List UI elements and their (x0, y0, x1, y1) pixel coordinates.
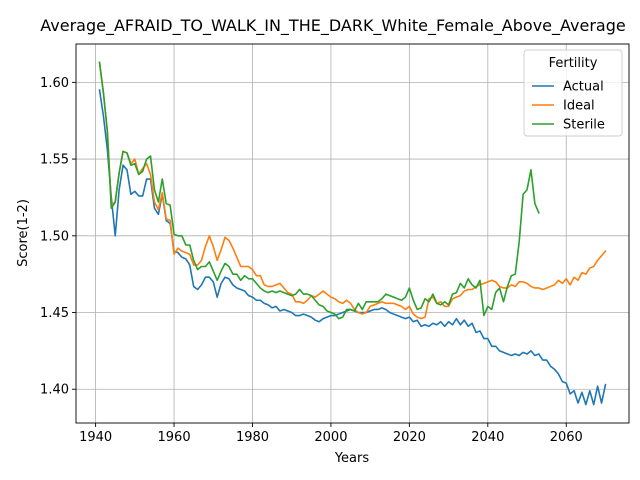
x-tick-label: 1960 (158, 430, 191, 445)
x-tick-label: 2020 (393, 430, 426, 445)
y-tick-label: 1.55 (40, 153, 69, 168)
plot-frame (75, 43, 630, 424)
legend-title: Fertility (549, 56, 598, 71)
legend-label-actual: Actual (563, 80, 604, 95)
x-axis-ticks: 1940 1960 1980 2000 2020 2040 2060 (79, 423, 583, 445)
x-tick-label: 1980 (236, 430, 269, 445)
series-line-ideal (98, 61, 607, 320)
x-tick-label: 1940 (79, 430, 112, 445)
y-tick-label: 1.45 (40, 306, 69, 321)
x-tick-label: 2060 (550, 430, 583, 445)
legend-box (523, 49, 623, 137)
x-axis-title: Years (334, 451, 370, 466)
x-tick-label: 2000 (314, 430, 347, 445)
series-lines (98, 61, 607, 406)
y-axis-title: Score(1-2) (16, 199, 31, 267)
legend-label-ideal: Ideal (563, 99, 595, 114)
legend-items: Actual Ideal Sterile (532, 80, 605, 133)
series-line-sterile (98, 61, 540, 320)
chart-title: Average_AFRAID_TO_WALK_IN_THE_DARK_White… (40, 16, 625, 36)
y-axis-ticks: 1.40 1.45 1.50 1.55 1.60 (40, 76, 76, 398)
y-tick-label: 1.50 (40, 229, 69, 244)
x-tick-label: 2040 (471, 430, 504, 445)
legend: Fertility Actual Ideal Sterile (523, 49, 623, 137)
y-tick-label: 1.40 (40, 383, 69, 398)
legend-label-sterile: Sterile (563, 118, 605, 133)
y-tick-label: 1.60 (40, 76, 69, 91)
